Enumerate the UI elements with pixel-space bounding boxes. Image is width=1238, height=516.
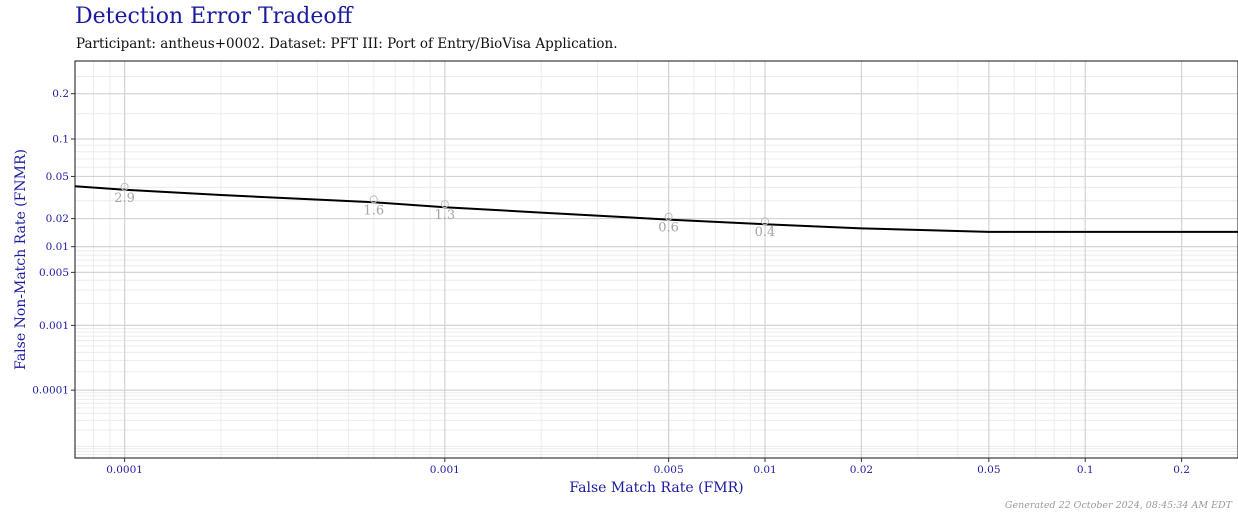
threshold-label: 0.4 [755, 225, 776, 240]
y-tick-label: 0.001 [39, 320, 69, 332]
x-tick-label: 0.01 [753, 464, 776, 476]
y-tick-label: 0.1 [52, 134, 69, 146]
y-tick-label: 0.02 [46, 213, 69, 225]
series-layer [74, 185, 1238, 233]
x-tick-label: 0.02 [850, 464, 873, 476]
x-tick-label: 0.05 [977, 464, 1000, 476]
x-tick-label: 0.1 [1077, 464, 1094, 476]
chart-subtitle: Participant: antheus+0002. Dataset: PFT … [76, 36, 618, 52]
threshold-marker [761, 217, 770, 226]
x-tick-label: 0.005 [654, 464, 684, 476]
threshold-marker [120, 182, 129, 191]
y-tick-label: 0.2 [52, 88, 69, 100]
y-axis-ticks: 0.2 0.1 0.05 0.02 0.01 0.005 0.001 0.0001 [32, 88, 75, 397]
y-tick-label: 0.05 [46, 171, 69, 183]
major-grid [75, 61, 1238, 458]
threshold-marker [369, 195, 378, 204]
y-axis-title: False Non-Match Rate (FNMR) [13, 149, 29, 370]
data-label-layer: 2.9 1.6 1.3 0.6 0.4 [114, 182, 776, 240]
chart-title: Detection Error Tradeoff [75, 4, 353, 29]
threshold-marker [440, 200, 449, 209]
x-axis-title: False Match Rate (FMR) [569, 480, 743, 496]
minor-grid [74, 60, 1238, 459]
det-curve [74, 185, 1238, 233]
generated-timestamp: Generated 22 October 2024, 08:45:34 AM E… [1004, 500, 1232, 511]
y-tick-label: 0.0001 [32, 385, 69, 397]
y-tick-label: 0.005 [39, 267, 69, 279]
threshold-label: 1.3 [434, 208, 455, 223]
x-axis-ticks: 0.0001 0.001 0.005 0.01 0.02 0.05 0.1 0.2 [106, 458, 1190, 476]
plot-frame [74, 60, 1238, 459]
threshold-label: 2.9 [114, 191, 135, 206]
x-tick-label: 0.001 [430, 464, 460, 476]
threshold-marker [664, 212, 673, 221]
x-tick-label: 0.2 [1173, 464, 1190, 476]
x-tick-label: 0.0001 [106, 464, 143, 476]
y-tick-label: 0.01 [46, 241, 69, 253]
threshold-label: 0.6 [658, 221, 679, 236]
threshold-label: 1.6 [363, 203, 384, 218]
